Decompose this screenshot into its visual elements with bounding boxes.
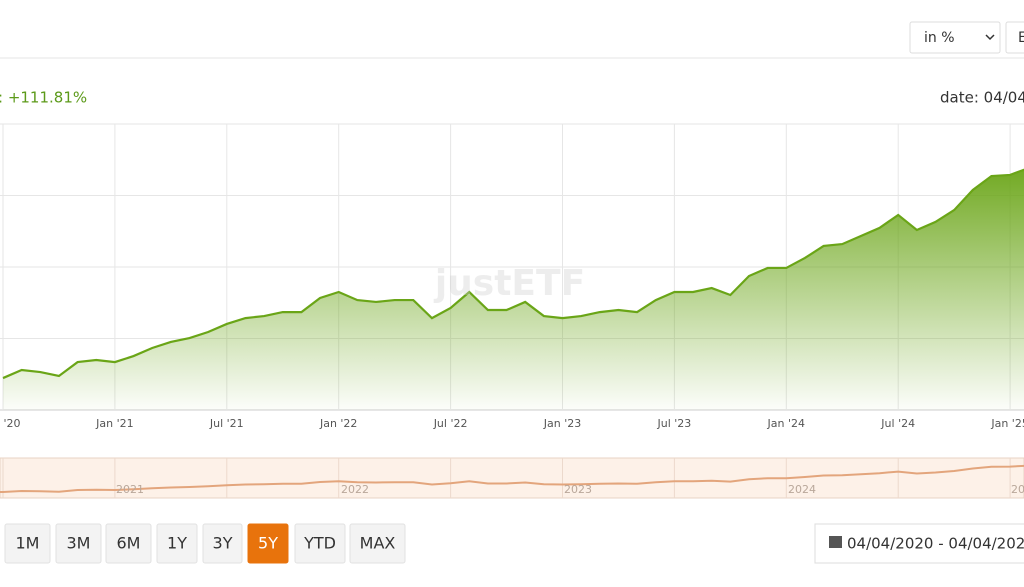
x-tick-label: Jan '21: [95, 417, 133, 430]
x-tick-label: Jul '22: [433, 417, 468, 430]
unit-select[interactable]: in %: [909, 21, 1001, 54]
x-tick-label: Jan '22: [319, 417, 357, 430]
series: [2, 168, 1024, 410]
range-button-bg: [156, 523, 198, 564]
range-button-label: 5Y: [258, 534, 278, 553]
date-range[interactable]: 04/04/2020 - 04/04/2025: [814, 523, 1024, 564]
navigator-label: 20: [1011, 483, 1024, 496]
range-button[interactable]: 1Y: [156, 523, 198, 564]
date-range-text: 04/04/2020 - 04/04/2025: [847, 535, 1024, 553]
range-button[interactable]: 6M: [105, 523, 152, 564]
range-button[interactable]: 1M: [4, 523, 51, 564]
navigator-label: 2023: [564, 483, 592, 496]
toolbar-button[interactable]: E: [1005, 21, 1024, 54]
range-button[interactable]: YTD: [294, 523, 346, 564]
range-button-bg: [349, 523, 406, 564]
x-tick-label: Jan '25: [990, 417, 1024, 430]
plot: '20 Jan '21 Jul '21 Jan '22 Jul '22 Jan '23 Ju…: [0, 123, 1024, 430]
toolbar-button-text: E: [1018, 30, 1024, 46]
x-tick-label: Jan '23: [543, 417, 581, 430]
range-button-label: 1Y: [167, 534, 187, 553]
performance: : +111.81%: [0, 89, 87, 107]
date-label: date: 04/04: [940, 89, 1024, 107]
navigator-line: [0, 464, 1024, 494]
range-button-label: MAX: [360, 534, 396, 553]
range-button-bg: [202, 523, 243, 564]
range-button[interactable]: 5Y: [247, 523, 289, 564]
range-button-bg: [105, 523, 152, 564]
x-tick-label: '20: [3, 417, 20, 430]
x-tick-label: Jul '23: [657, 417, 692, 430]
line: [2, 168, 1024, 380]
range-button-label: 3M: [67, 534, 91, 553]
range-button[interactable]: 3M: [55, 523, 102, 564]
range-buttons: 1M 3M 6M 1Y 3Y 5Y YTD MAX: [4, 523, 406, 564]
area: [3, 169, 1024, 410]
range-button-bg: [294, 523, 346, 564]
navigator-content: 2021 2022 2023 2024 20: [0, 458, 1024, 498]
unit-select-text: in %: [924, 30, 955, 46]
navigator-label: 2024: [788, 483, 816, 496]
x-tick-label: Jul '21: [209, 417, 244, 430]
range-button[interactable]: 3Y: [202, 523, 243, 564]
range-button-bg: [4, 523, 51, 564]
range-button[interactable]: MAX: [349, 523, 406, 564]
watermark: justETF: [433, 263, 585, 304]
range-button-bg: [247, 523, 289, 564]
navigator-series: [0, 464, 1024, 494]
range-button-label: 6M: [117, 534, 141, 553]
range-button-bg: [55, 523, 102, 564]
navigator-label: 2021: [116, 483, 144, 496]
x-tick-label: Jul '24: [880, 417, 915, 430]
range-button-label: 1M: [16, 534, 40, 553]
navigator-label: 2022: [341, 483, 369, 496]
x-tick-label: Jan '24: [767, 417, 805, 430]
navigator[interactable]: [0, 457, 1024, 499]
range-button-label: 3Y: [213, 534, 233, 553]
range-button-label: YTD: [303, 534, 336, 553]
